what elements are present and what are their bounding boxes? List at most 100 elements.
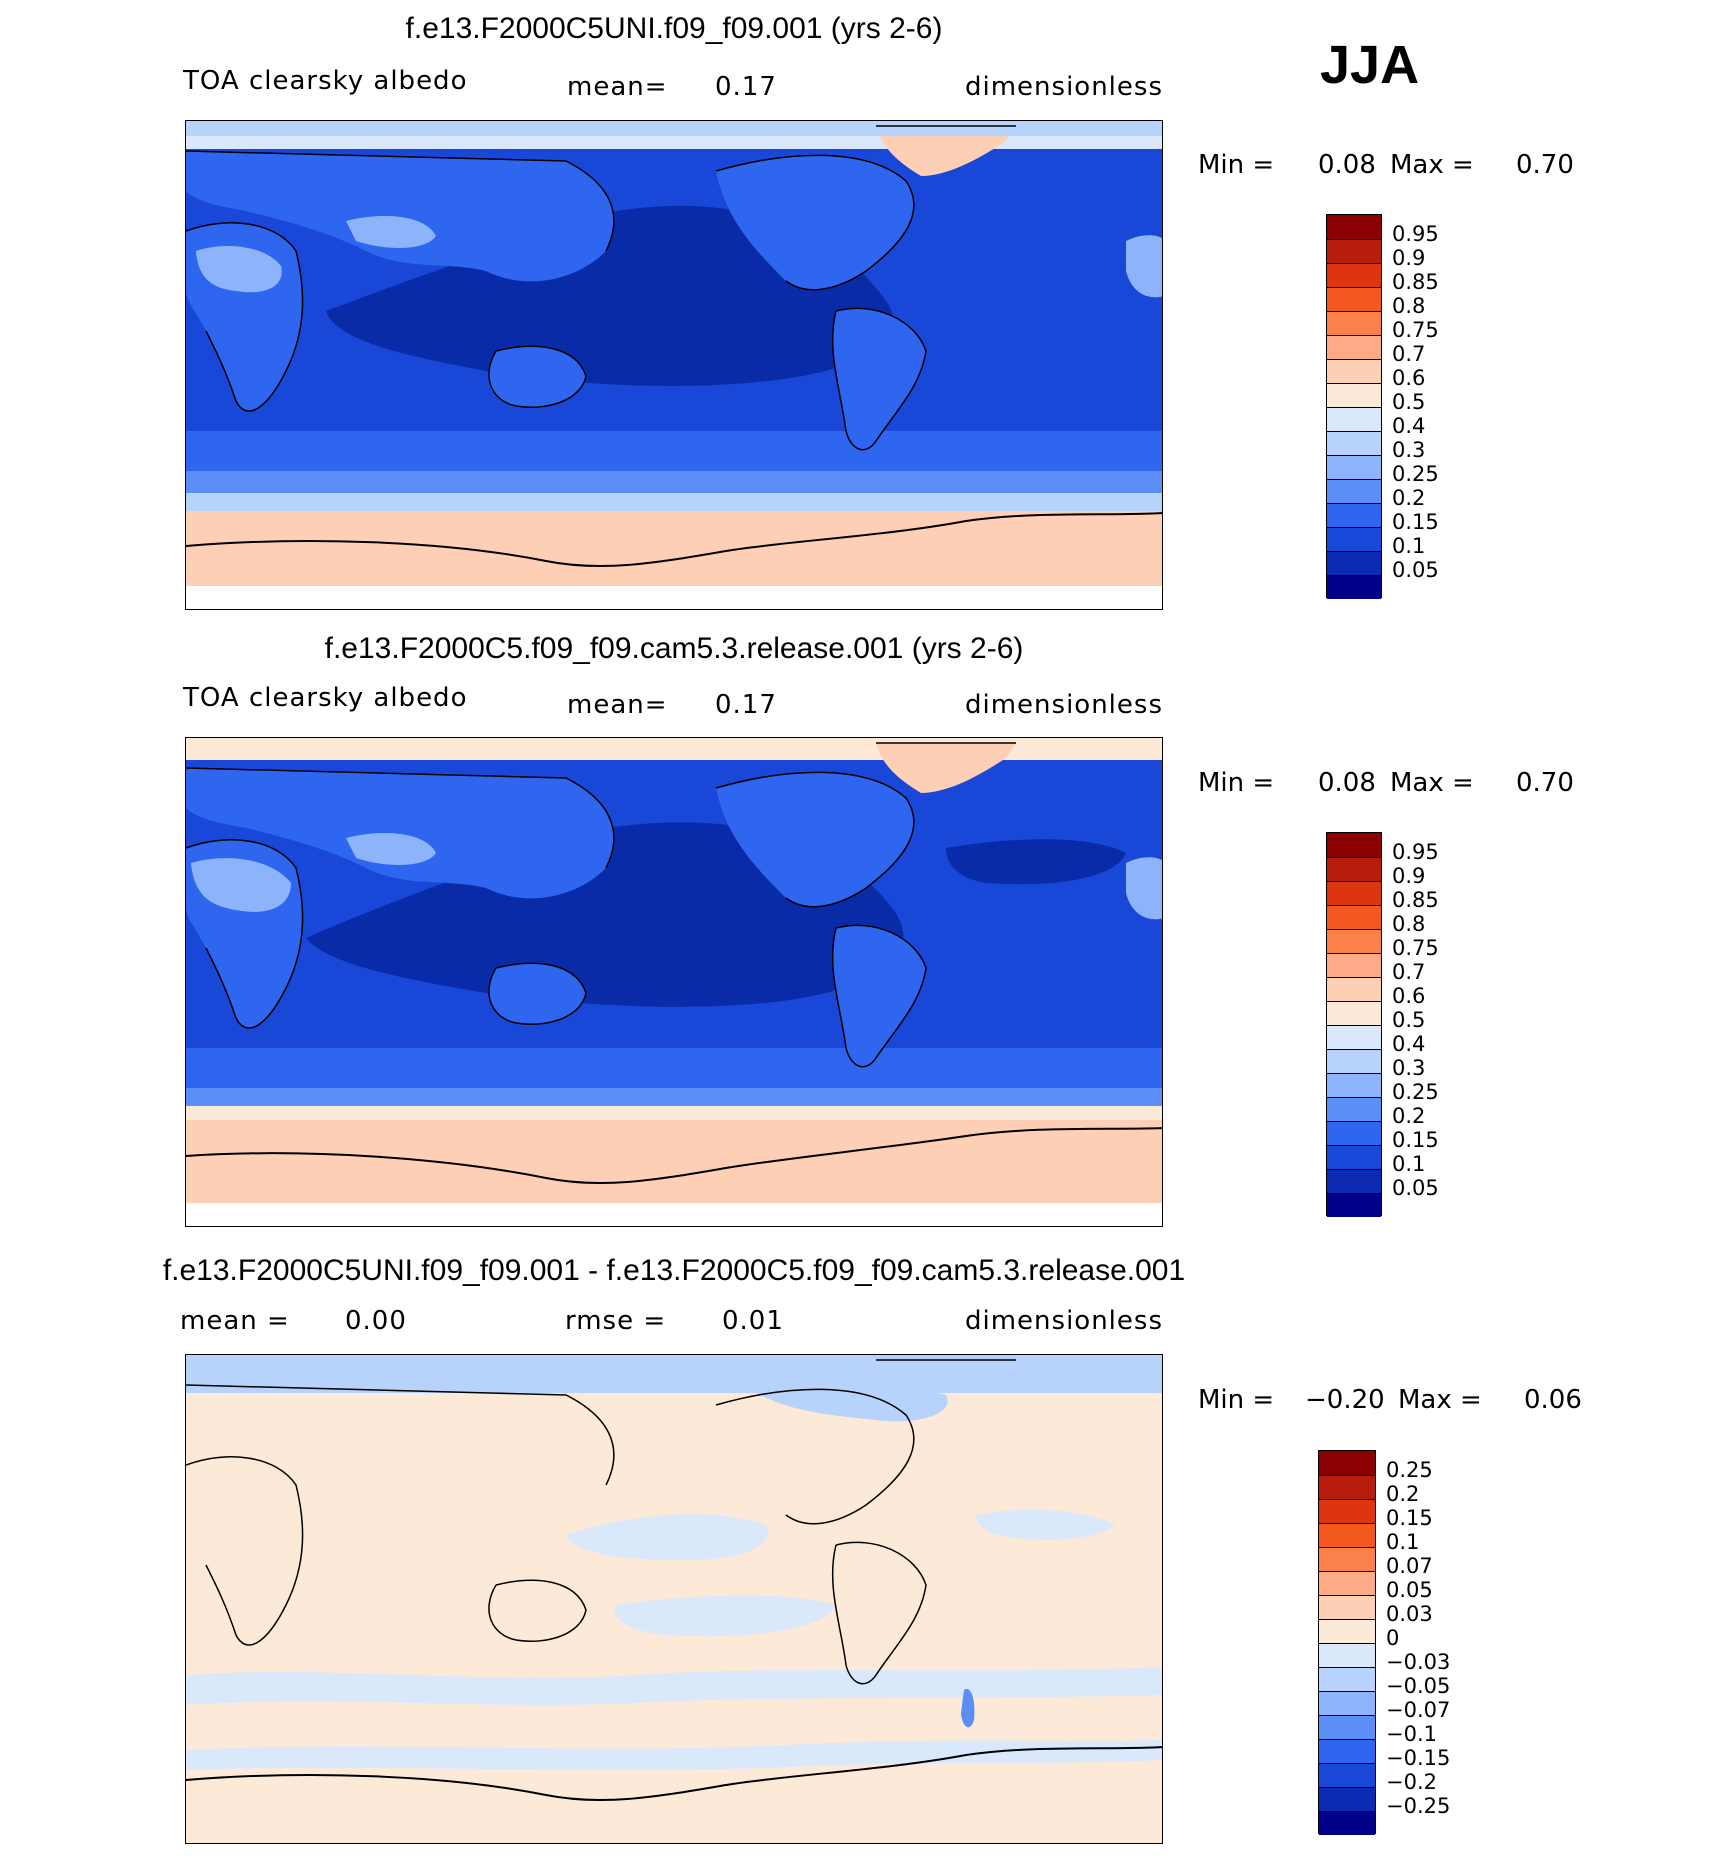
sahara-pale bbox=[196, 246, 282, 293]
panel-1-max-label: Max = bbox=[1390, 150, 1474, 180]
colorbar-segment bbox=[1327, 455, 1381, 479]
colorbar-segment bbox=[1327, 575, 1381, 599]
panel-3-rmse-label: rmse = bbox=[565, 1306, 667, 1336]
colorbar-segment bbox=[1327, 359, 1381, 383]
colorbar-segment bbox=[1319, 1739, 1375, 1763]
colorbar-segment bbox=[1319, 1547, 1375, 1571]
colorbar-segment bbox=[1319, 1619, 1375, 1643]
colorbar-segment bbox=[1319, 1475, 1375, 1499]
panel-3-units: dimensionless bbox=[965, 1306, 1163, 1336]
colorbar-tick-label: 0 bbox=[1386, 1626, 1400, 1650]
colorbar-segment bbox=[1327, 335, 1381, 359]
colorbar-tick-label: 0.2 bbox=[1392, 486, 1426, 510]
colorbar-tick-label: 0.25 bbox=[1392, 1080, 1439, 1104]
panel-2-variable-label: TOA clearsky albedo bbox=[183, 683, 468, 713]
southern-negative-band bbox=[186, 1667, 1162, 1705]
antarctic-ice bbox=[186, 1120, 1162, 1203]
colorbar-segment bbox=[1327, 503, 1381, 527]
colorbar-segment bbox=[1327, 1169, 1381, 1193]
right-edge-sahara bbox=[1126, 857, 1162, 920]
right-edge-sahara bbox=[1126, 235, 1162, 298]
colorbar-tick-label: 0.75 bbox=[1392, 936, 1439, 960]
colorbar-segment bbox=[1327, 311, 1381, 335]
colorbar-segment bbox=[1327, 431, 1381, 455]
colorbar-tick-label: 0.8 bbox=[1392, 912, 1426, 936]
colorbar-tick-label: −0.05 bbox=[1386, 1674, 1451, 1698]
panel-1-units: dimensionless bbox=[965, 72, 1163, 102]
colorbar-box bbox=[1318, 1450, 1376, 1835]
southern-ocean-pale bbox=[186, 493, 1162, 511]
greenland-ice bbox=[876, 126, 1016, 176]
coastline-outline bbox=[186, 742, 1016, 1068]
antarctic-coast bbox=[186, 1127, 1162, 1185]
season-label: JJA bbox=[1320, 35, 1420, 95]
colorbar-segment bbox=[1327, 953, 1381, 977]
panel-1-title: f.e13.F2000C5UNI.f09_f09.001 (yrs 2-6) bbox=[405, 12, 943, 45]
tibet-pale bbox=[346, 833, 436, 865]
australia-land bbox=[488, 346, 586, 408]
colorbar-tick-label: 0.15 bbox=[1392, 510, 1439, 534]
colorbar-segment bbox=[1327, 833, 1381, 857]
panel-1-mean-value: 0.17 bbox=[715, 72, 777, 102]
south-america-land bbox=[832, 925, 926, 1067]
colorbar-tick-label: 0.75 bbox=[1392, 318, 1439, 342]
australia-land bbox=[488, 963, 586, 1025]
panel-3-rmse-value: 0.01 bbox=[722, 1306, 784, 1336]
colorbar-tick-label: 0.03 bbox=[1386, 1602, 1433, 1626]
atlantic-deep bbox=[946, 839, 1126, 885]
colorbar-segment bbox=[1327, 1049, 1381, 1073]
colorbar-segment bbox=[1319, 1667, 1375, 1691]
atlantic-negative-patch bbox=[976, 1509, 1116, 1540]
colorbar-tick-label: 0.2 bbox=[1386, 1482, 1420, 1506]
colorbar-segment bbox=[1327, 479, 1381, 503]
colorbar-segment bbox=[1327, 551, 1381, 575]
colorbar-segment bbox=[1327, 1073, 1381, 1097]
colorbar-tick-label: 0.5 bbox=[1392, 390, 1426, 414]
panel-3-mean-value: 0.00 bbox=[345, 1306, 407, 1336]
colorbar-tick-label: −0.03 bbox=[1386, 1650, 1451, 1674]
north-america-land bbox=[716, 155, 914, 290]
colorbar-segment bbox=[1319, 1691, 1375, 1715]
ocean-deep-pool bbox=[306, 822, 904, 1007]
colorbar-segment bbox=[1319, 1763, 1375, 1787]
north-america-land bbox=[716, 772, 914, 907]
tropical-negative-patch bbox=[615, 1595, 836, 1637]
colorbar-segment bbox=[1319, 1523, 1375, 1547]
colorbar-segment bbox=[1327, 1025, 1381, 1049]
panel-3-max-label: Max = bbox=[1398, 1385, 1482, 1415]
colorbar-segment bbox=[1327, 881, 1381, 905]
colorbar-tick-label: −0.07 bbox=[1386, 1698, 1451, 1722]
panel-1-min-label: Min = bbox=[1198, 150, 1275, 180]
colorbar-segment bbox=[1319, 1595, 1375, 1619]
colorbar-segment bbox=[1319, 1715, 1375, 1739]
canada-negative bbox=[746, 1382, 948, 1422]
colorbar-segment bbox=[1319, 1811, 1375, 1835]
panel-2-mean-value: 0.17 bbox=[715, 690, 777, 720]
southern-ocean-light bbox=[186, 471, 1162, 493]
panel-3-title: f.e13.F2000C5UNI.f09_f09.001 - f.e13.F20… bbox=[162, 1254, 1186, 1287]
panel-2-title: f.e13.F2000C5.f09_f09.cam5.3.release.001… bbox=[324, 632, 1024, 665]
antarctic-ice bbox=[186, 511, 1162, 586]
south-pole-white bbox=[186, 1203, 1162, 1226]
colorbar-segment bbox=[1319, 1451, 1375, 1475]
colorbar-tick-label: 0.15 bbox=[1392, 1128, 1439, 1152]
pacific-negative-patch bbox=[566, 1514, 768, 1560]
colorbar-tick-label: 0.3 bbox=[1392, 1056, 1426, 1080]
southern-ocean-pale bbox=[186, 1106, 1162, 1120]
panel-2-max-value: 0.70 bbox=[1516, 768, 1574, 798]
colorbar-tick-label: 0.05 bbox=[1392, 558, 1439, 582]
colorbar-tick-label: 0.25 bbox=[1386, 1458, 1433, 1482]
colorbar-tick-label: 0.95 bbox=[1392, 840, 1439, 864]
colorbar-tick-label: −0.2 bbox=[1386, 1770, 1437, 1794]
colorbar-segment bbox=[1327, 383, 1381, 407]
colorbar-tick-label: 0.4 bbox=[1392, 414, 1426, 438]
panel-1-min-value: 0.08 bbox=[1318, 150, 1376, 180]
colorbar-tick-label: 0.4 bbox=[1392, 1032, 1426, 1056]
colorbar-segment bbox=[1319, 1643, 1375, 1667]
colorbar-box bbox=[1326, 832, 1382, 1217]
eurasia-land bbox=[186, 151, 614, 282]
tibet-pale bbox=[346, 216, 436, 248]
colorbar-segment bbox=[1327, 857, 1381, 881]
colorbar-tick-label: 0.1 bbox=[1386, 1530, 1420, 1554]
colorbar-segment bbox=[1327, 239, 1381, 263]
